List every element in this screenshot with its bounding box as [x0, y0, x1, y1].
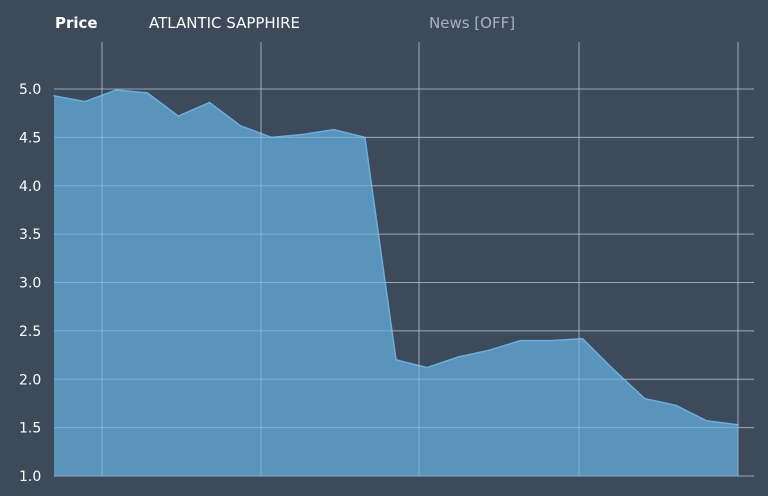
- data-point: [643, 397, 646, 400]
- data-point: [519, 339, 522, 342]
- y-tick-label: 5.0: [19, 82, 41, 98]
- area-series: [53, 42, 754, 477]
- area-fill: [54, 90, 738, 476]
- data-point: [115, 89, 117, 91]
- data-point: [239, 124, 242, 127]
- y-tick-label: 1.5: [19, 421, 41, 437]
- data-point: [177, 115, 180, 117]
- y-tick-label: 4.5: [19, 130, 41, 146]
- y-tick-label: 1.0: [19, 469, 41, 485]
- data-point: [301, 133, 304, 136]
- y-tick-label: 2.5: [19, 324, 41, 340]
- news-toggle[interactable]: News [OFF]: [429, 14, 516, 32]
- data-point: [208, 101, 211, 104]
- data-point: [364, 136, 366, 139]
- data-point: [581, 337, 584, 340]
- instrument-name: ATLANTIC SAPPHIRE: [149, 14, 301, 32]
- data-point: [488, 349, 491, 352]
- y-axis-ticks: 5.0 4.5 4.0 3.5 3.0 2.5 2.0 1.5 1.0: [19, 82, 41, 485]
- data-point: [270, 136, 273, 139]
- y-tick-label: 3.0: [19, 276, 41, 292]
- price-label: Price: [55, 14, 98, 32]
- data-point: [333, 128, 335, 131]
- y-tick-label: 2.0: [19, 372, 41, 388]
- data-point: [53, 94, 55, 97]
- data-point: [457, 356, 459, 358]
- y-tick-label: 3.5: [19, 227, 41, 243]
- data-point: [84, 100, 86, 103]
- y-tick-label: 4.0: [19, 179, 41, 195]
- data-point: [146, 92, 149, 94]
- data-point: [426, 366, 428, 369]
- data-point: [395, 359, 397, 361]
- data-point: [706, 420, 708, 422]
- data-point: [737, 423, 739, 426]
- data-point: [550, 339, 553, 342]
- data-point: [612, 368, 615, 371]
- data-point: [675, 404, 677, 407]
